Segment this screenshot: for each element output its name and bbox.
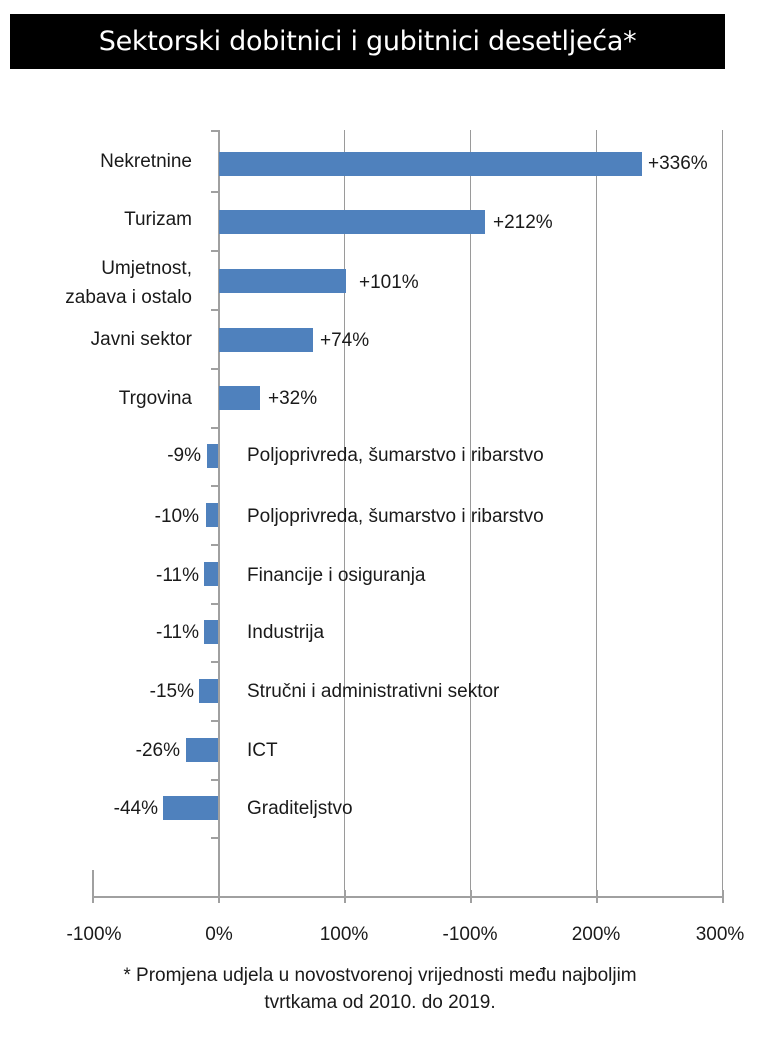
category-label: Nekretnine [100, 151, 192, 172]
chart-title: Sektorski dobitnici i gubitnici desetlje… [10, 14, 725, 69]
category-label: Turizam [124, 209, 192, 230]
category-label: Trgovina [118, 388, 192, 409]
y-tick [211, 779, 219, 781]
y-axis [218, 130, 220, 900]
bar-turizam [219, 210, 485, 234]
y-tick [211, 661, 219, 663]
value-label: +74% [320, 330, 370, 351]
bar-graditeljstvo [163, 796, 218, 820]
y-tick [211, 191, 219, 193]
x-tick-label: -100% [66, 924, 122, 945]
value-label: -10% [154, 506, 199, 527]
bar-trgovina [219, 386, 260, 410]
category-label: Javni sektor [90, 329, 192, 350]
x-tick [596, 890, 598, 903]
value-label: -44% [113, 798, 158, 819]
bar-promet [207, 444, 218, 468]
category-label: Industrija [247, 622, 325, 643]
category-label: Graditeljstvo [247, 798, 353, 819]
bar-financije [204, 562, 218, 586]
category-label: Poljoprivreda, šumarstvo i ribarstvo [247, 445, 544, 466]
footnote: * Promjena udjela u novostvorenoj vrijed… [0, 962, 760, 1016]
value-label: +336% [648, 153, 708, 174]
x-tick [722, 890, 724, 903]
y-tick [211, 720, 219, 722]
gridline [344, 130, 345, 898]
bar-industrija [204, 620, 218, 644]
value-label: -15% [149, 681, 194, 702]
x-axis [92, 896, 723, 898]
category-label: ICT [247, 740, 278, 761]
x-tick-label: 0% [205, 924, 233, 945]
category-label: Poljoprivreda, šumarstvo i ribarstvo [247, 506, 544, 527]
y-tick [211, 544, 219, 546]
x-tick-label: -100% [442, 924, 498, 945]
category-label: zabava i ostalo [65, 287, 192, 308]
category-label: Umjetnost, [101, 258, 192, 279]
gridline [722, 130, 723, 898]
category-label: Financije i osiguranja [247, 565, 426, 586]
bar-strucni [199, 679, 218, 703]
x-tick-label: 100% [319, 924, 369, 945]
y-tick [211, 368, 219, 370]
y-tick [211, 427, 219, 429]
bar-javni-sektor [219, 328, 313, 352]
bar-poljoprivreda [206, 503, 218, 527]
bar-nekretnine [219, 152, 642, 176]
y-tick [211, 603, 219, 605]
y-tick [211, 309, 219, 311]
x-tick [218, 890, 220, 903]
value-label: +32% [268, 388, 318, 409]
gridline [470, 130, 471, 898]
category-label: Stručni i administrativni sektor [247, 681, 500, 702]
y-tick [211, 837, 219, 839]
value-label: +101% [359, 272, 419, 293]
value-label: -11% [156, 565, 199, 586]
footnote-line-1: * Promjena udjela u novostvorenoj vrijed… [123, 965, 637, 986]
value-label: -9% [167, 445, 201, 466]
value-label: +212% [493, 212, 553, 233]
x-tick [470, 890, 472, 903]
bar-umjetnost [219, 269, 346, 293]
footnote-line-2: tvrtkama od 2010. do 2019. [264, 992, 496, 1013]
y-tick [211, 485, 219, 487]
x-tick-label: 200% [571, 924, 621, 945]
value-label: -11% [156, 622, 199, 643]
x-tick-label: 300% [695, 924, 745, 945]
y-tick [211, 130, 219, 132]
y-tick [211, 250, 219, 252]
value-label: -26% [135, 740, 180, 761]
x-tick [92, 870, 94, 903]
gridline [596, 130, 597, 898]
bar-ict [186, 738, 218, 762]
x-tick [344, 890, 346, 903]
